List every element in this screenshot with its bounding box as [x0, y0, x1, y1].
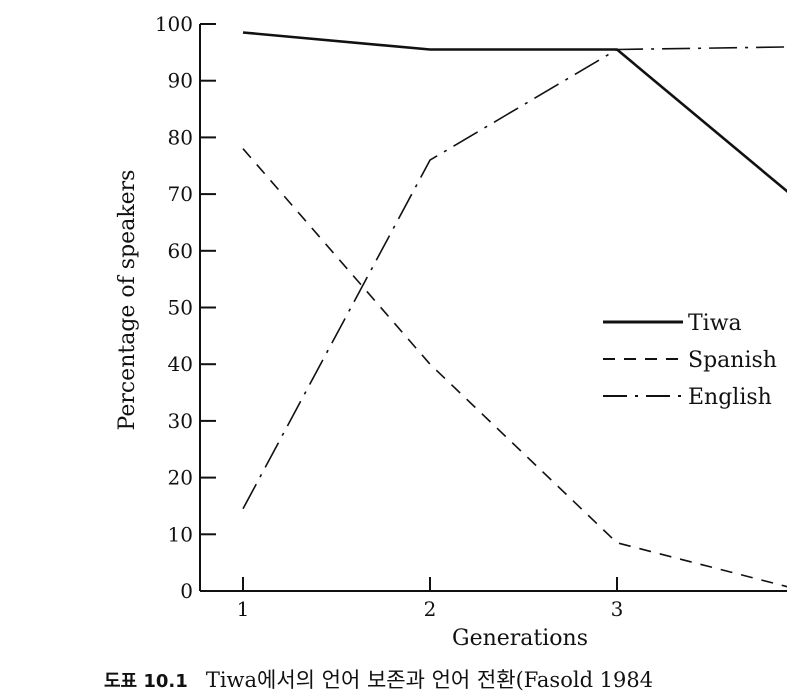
- y-tick-label: 60: [168, 239, 193, 263]
- y-tick-label: 30: [168, 409, 193, 433]
- y-axis-title: Percentage of speakers: [115, 170, 140, 431]
- figure-caption: 도표 10.1 Tiwa에서의 언어 보존과 언어 전환(Fasold 1984: [104, 664, 653, 694]
- y-tick-label: 40: [168, 352, 193, 376]
- x-axis-title: Generations: [452, 626, 588, 651]
- y-tick-label: 50: [168, 296, 193, 320]
- caption-text: Tiwa에서의 언어 보존과 언어 전환(Fasold 1984: [205, 668, 654, 692]
- y-tick-label: 10: [168, 522, 193, 546]
- x-tick-label: 2: [424, 597, 437, 621]
- y-tick-label: 90: [168, 69, 193, 93]
- x-tick-label: 3: [611, 597, 624, 621]
- caption-figure-label: 도표 10.1: [104, 671, 188, 692]
- series-layer: [242, 31, 787, 588]
- series-line-spanish: [242, 148, 787, 588]
- legend-label-tiwa: Tiwa: [688, 311, 742, 336]
- y-tick-label: 80: [168, 125, 193, 149]
- x-tick-label: 1: [237, 597, 250, 621]
- y-tick-label: 100: [155, 12, 193, 36]
- axes: [199, 24, 787, 592]
- legend: Tiwa Spanish English: [603, 311, 777, 410]
- x-ticks: 1 2 3: [237, 577, 624, 621]
- legend-label-spanish: Spanish: [688, 348, 777, 373]
- legend-label-english: English: [688, 385, 772, 410]
- y-tick-label: 70: [168, 182, 193, 206]
- series-line-english: [242, 46, 787, 510]
- y-tick-label: 20: [168, 466, 193, 490]
- y-tick-label: 0: [180, 579, 193, 603]
- y-ticks: 0 10 20 30 40 50 60 70 80 90 100: [155, 12, 216, 603]
- series-line-tiwa: [242, 31, 787, 193]
